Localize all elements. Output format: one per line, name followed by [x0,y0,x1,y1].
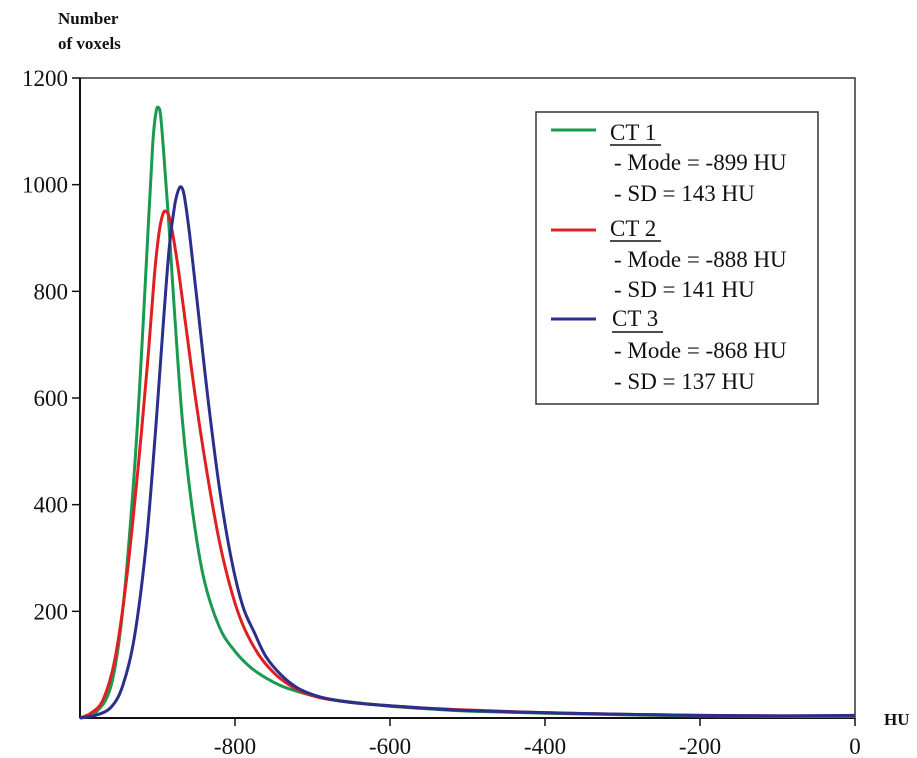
legend-name-ct1: CT 1 [610,120,656,145]
legend-sd-ct3: - SD = 137 HU [614,369,755,394]
x-tick-label: -600 [369,734,411,758]
x-tick-label: -400 [524,734,566,758]
legend: CT 1 - Mode = -899 HU - SD = 143 HU CT 2… [535,111,819,405]
y-axis-label-line1: Number [58,9,119,28]
x-tick-label: -800 [214,734,256,758]
y-tick-label: 200 [34,599,69,624]
legend-name-ct3: CT 3 [612,306,658,331]
y-ticks: 200 400 600 800 1000 1200 [22,66,80,624]
x-tick-label: -200 [679,734,721,758]
x-tick-label: 0 [849,734,861,758]
series-line-ct3 [79,185,856,720]
series-lines [79,105,856,720]
legend-mode-ct1: - Mode = -899 HU [614,150,787,175]
legend-sd-ct2: - SD = 141 HU [614,277,755,302]
legend-sd-ct1: - SD = 143 HU [614,181,755,206]
y-tick-label: 800 [34,279,69,304]
y-axis-label-line2: of voxels [58,34,121,53]
y-tick-label: 1200 [22,66,68,91]
y-tick-label: 600 [34,386,69,411]
y-tick-label: 400 [34,493,69,518]
x-axis-label: HU [884,710,910,729]
x-ticks: -800 -600 -400 -200 0 [214,718,861,758]
legend-name-ct2: CT 2 [610,216,656,241]
y-tick-label: 1000 [22,173,68,198]
legend-box [535,111,819,405]
legend-mode-ct3: - Mode = -868 HU [614,338,787,363]
legend-mode-ct2: - Mode = -888 HU [614,247,787,272]
